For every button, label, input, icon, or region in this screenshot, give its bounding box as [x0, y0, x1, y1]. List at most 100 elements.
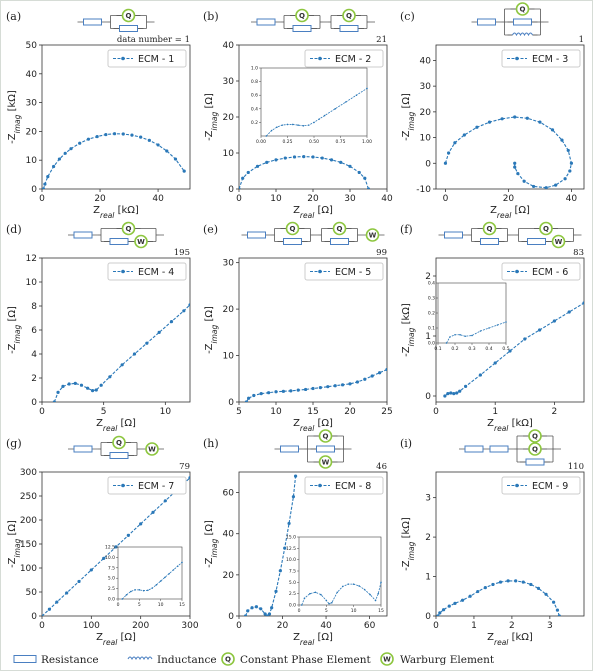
label-subscript: imag [210, 538, 219, 557]
data-point [94, 388, 98, 392]
legend-label: Warburg Element [400, 654, 495, 666]
resistor [316, 445, 335, 453]
data-point [443, 394, 447, 398]
data-point [188, 303, 190, 307]
label-symbol: -Z [7, 133, 18, 144]
symbol-letter: Q [225, 656, 231, 664]
label-subscript: real [494, 424, 509, 433]
symbol-letter: Q [323, 433, 329, 441]
inset-point [377, 592, 380, 595]
legend-marker [121, 269, 125, 274]
y-tick-label: 3 [425, 494, 431, 504]
symbol-letter: Q [543, 225, 549, 233]
data-point [493, 361, 497, 365]
data-point [552, 600, 556, 604]
warburg-symbol [318, 455, 333, 469]
inset-point [176, 565, 179, 567]
data-point [255, 164, 260, 168]
x-tick-label: 15 [307, 407, 318, 417]
resistor [330, 238, 349, 245]
y-tick-label: 100 [20, 564, 37, 574]
inset-point [309, 592, 311, 595]
data-number: 21 [376, 35, 387, 45]
data-point [182, 169, 186, 173]
inset-x-tick-label: 1.00 [362, 139, 372, 145]
resistor [292, 25, 312, 32]
symbol-letter: Q [346, 12, 352, 20]
cpe-symbol [112, 435, 126, 450]
x-axis-label: Zreal [Ω] [293, 632, 333, 647]
inset-x-tick-label: 0 [117, 602, 120, 608]
y-tick-label: 0 [228, 185, 234, 195]
data-point [370, 374, 374, 378]
data-point [513, 165, 517, 169]
series [239, 155, 371, 189]
inset-point [147, 589, 149, 592]
inset-point [155, 584, 158, 586]
inset-point [496, 324, 499, 326]
legend-label: ECM - 2 [335, 54, 371, 65]
y-axis-label: -Zimag [kΩ] [7, 90, 22, 144]
inset-point [121, 598, 124, 600]
inset-point [345, 101, 347, 103]
data-point [73, 381, 77, 385]
label-subscript: real [103, 638, 118, 647]
label-subscript: imag [210, 324, 219, 343]
inset-point [168, 572, 170, 575]
y-axis-label: -Zimag [Ω] [204, 93, 219, 141]
data-point [357, 170, 361, 175]
label-subscript: imag [13, 538, 22, 557]
legend-marker [318, 269, 322, 274]
inset-point [300, 604, 303, 606]
y-axis-label: -Zimag [Ω] [204, 520, 219, 568]
inductor [127, 656, 153, 661]
warburg-symbol [380, 652, 394, 666]
legend-box [107, 49, 187, 68]
inset-point [380, 581, 382, 584]
y-tick-label: 10 [223, 149, 235, 159]
inset-area [298, 536, 382, 606]
inset-point [454, 333, 456, 336]
panel-label: (i) [400, 437, 412, 450]
label-unit: [Ω] [511, 205, 530, 216]
resistor [283, 238, 302, 245]
inset-x-tick-label: 0.4 [485, 346, 492, 352]
y-tick-label: 200 [20, 516, 37, 526]
legend-label: ECM - 8 [335, 481, 371, 492]
inset-point [366, 87, 368, 90]
x-axis-label: Zreal [kΩ] [487, 418, 533, 433]
legend-box [501, 49, 581, 68]
x-tick-label: 40 [381, 194, 393, 204]
data-point [311, 386, 315, 391]
legend-label: ECM - 6 [532, 267, 568, 278]
inset-point [459, 333, 461, 336]
y-tick-label: 10 [223, 352, 235, 362]
data-point [52, 164, 56, 169]
data-point [63, 151, 67, 155]
data-point [348, 382, 352, 386]
x-tick-label: 0 [433, 621, 439, 631]
data-point [65, 591, 69, 595]
data-number: 83 [573, 248, 584, 258]
symbol-letter: Q [532, 446, 538, 454]
resistor [109, 452, 129, 459]
inset-point [130, 590, 132, 593]
inset-point [347, 583, 350, 585]
inset-x-tick-label: 5 [325, 608, 328, 614]
symbol-letter: W [369, 232, 377, 240]
inset-x-tick-label: 0.1 [434, 346, 441, 352]
data-point [278, 569, 282, 573]
data-line [444, 116, 572, 189]
data-number: 46 [376, 462, 387, 472]
legend-marker [121, 56, 125, 61]
symbol-letter: Q [520, 6, 526, 14]
x-tick-label: 0 [39, 407, 45, 417]
label-subscript: real [103, 424, 118, 433]
x-tick-label: 0 [39, 194, 45, 204]
data-point [339, 160, 343, 164]
data-point [341, 383, 345, 387]
data-point [69, 147, 73, 151]
inset-point [181, 561, 183, 564]
label-symbol: Z [96, 418, 103, 429]
series [52, 303, 190, 402]
